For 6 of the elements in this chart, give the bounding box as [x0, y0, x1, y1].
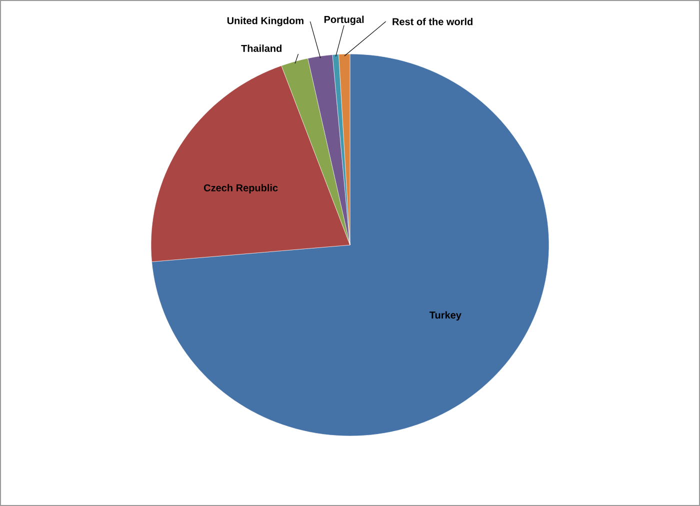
- slice-label: Portugal: [324, 16, 364, 26]
- slice-label: United Kingdom: [227, 16, 304, 26]
- slice-label: Rest of the world: [392, 18, 472, 26]
- slice-label: Turkey: [429, 311, 462, 321]
- slice-label: Thailand: [241, 44, 282, 52]
- slice-label: Czech Republic: [204, 184, 278, 194]
